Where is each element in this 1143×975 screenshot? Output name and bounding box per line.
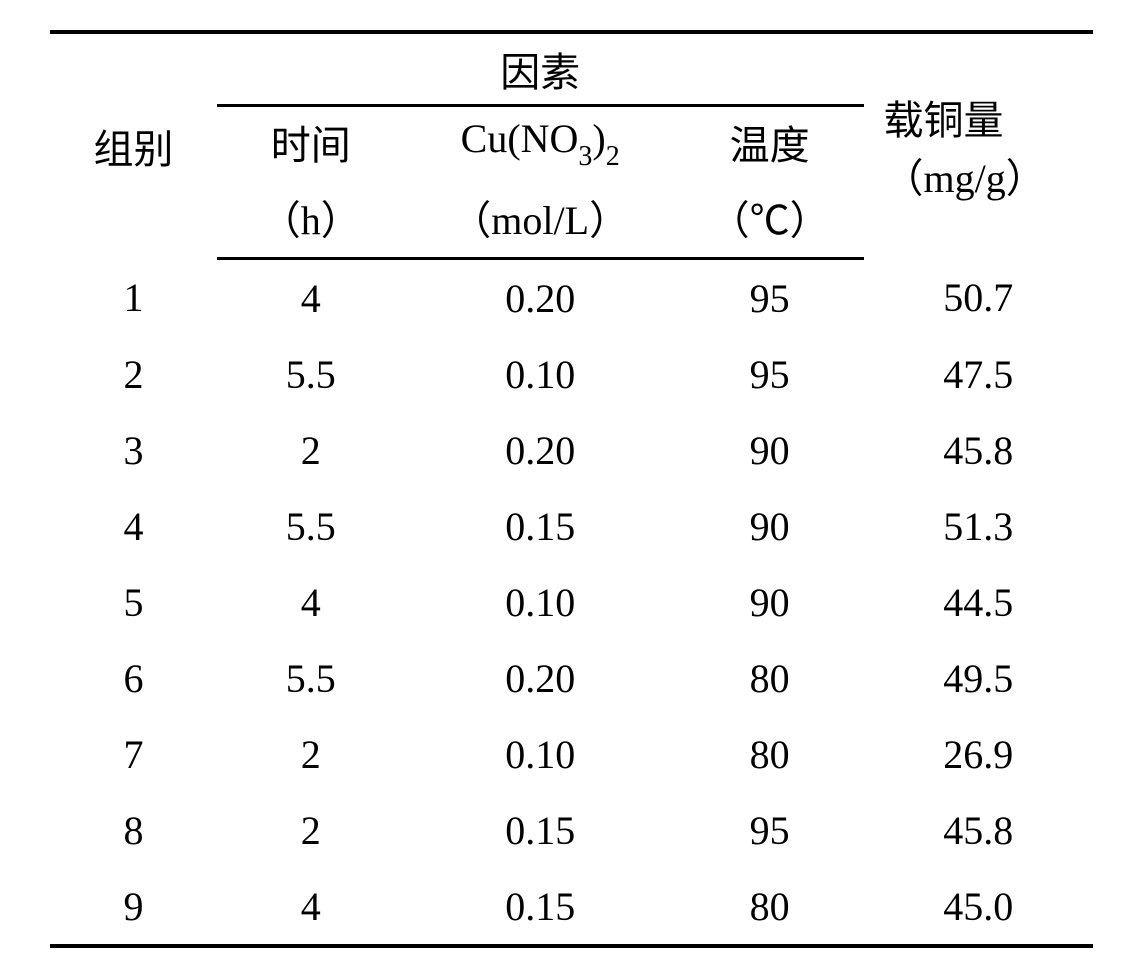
table-row: 1 4 0.20 95 50.7 xyxy=(50,259,1093,337)
cell-temp: 95 xyxy=(676,259,864,337)
cell-cu: 0.10 xyxy=(405,336,676,412)
cell-group: 7 xyxy=(50,716,217,792)
cell-load: 26.9 xyxy=(864,716,1093,792)
cell-load: 45.8 xyxy=(864,792,1093,868)
col-header-time: 时间 xyxy=(217,106,405,178)
load-label: 载铜量 xyxy=(884,88,1093,146)
col-header-temp: 温度 xyxy=(676,106,864,178)
table-row: 3 2 0.20 90 45.8 xyxy=(50,412,1093,488)
table-row: 9 4 0.15 80 45.0 xyxy=(50,868,1093,946)
cell-group: 2 xyxy=(50,336,217,412)
cell-time: 4 xyxy=(217,564,405,640)
cell-time: 2 xyxy=(217,412,405,488)
cell-cu: 0.20 xyxy=(405,412,676,488)
cell-temp: 90 xyxy=(676,488,864,564)
cell-group: 5 xyxy=(50,564,217,640)
col-header-group: 组别 xyxy=(50,32,217,259)
col-unit-cu: （mol/L） xyxy=(405,177,676,259)
cell-time: 5.5 xyxy=(217,640,405,716)
cell-load: 47.5 xyxy=(864,336,1093,412)
cell-load: 50.7 xyxy=(864,259,1093,337)
cell-temp: 80 xyxy=(676,716,864,792)
cell-cu: 0.20 xyxy=(405,259,676,337)
table-row: 7 2 0.10 80 26.9 xyxy=(50,716,1093,792)
cell-time: 4 xyxy=(217,868,405,946)
load-unit: （mg/g） xyxy=(884,146,1093,204)
cell-cu: 0.10 xyxy=(405,716,676,792)
cell-temp: 80 xyxy=(676,640,864,716)
cell-temp: 90 xyxy=(676,564,864,640)
cell-cu: 0.10 xyxy=(405,564,676,640)
cell-temp: 90 xyxy=(676,412,864,488)
col-header-load: 载铜量 （mg/g） xyxy=(864,32,1093,259)
cell-time: 2 xyxy=(217,716,405,792)
table-row: 5 4 0.10 90 44.5 xyxy=(50,564,1093,640)
cell-cu: 0.20 xyxy=(405,640,676,716)
table-row: 8 2 0.15 95 45.8 xyxy=(50,792,1093,868)
col-unit-temp: （℃） xyxy=(676,177,864,259)
cell-group: 9 xyxy=(50,868,217,946)
table-header-row-1: 组别 因素 载铜量 （mg/g） xyxy=(50,32,1093,106)
cell-time: 5.5 xyxy=(217,336,405,412)
page-container: 组别 因素 载铜量 （mg/g） 时间 Cu(NO3)2 温度 （h） （mol… xyxy=(0,0,1143,975)
cell-temp: 95 xyxy=(676,792,864,868)
cell-cu: 0.15 xyxy=(405,868,676,946)
data-table: 组别 因素 载铜量 （mg/g） 时间 Cu(NO3)2 温度 （h） （mol… xyxy=(50,30,1093,948)
cell-temp: 95 xyxy=(676,336,864,412)
cell-load: 45.8 xyxy=(864,412,1093,488)
table-row: 6 5.5 0.20 80 49.5 xyxy=(50,640,1093,716)
col-unit-time: （h） xyxy=(217,177,405,259)
col-header-cu: Cu(NO3)2 xyxy=(405,106,676,178)
cell-group: 4 xyxy=(50,488,217,564)
cell-load: 44.5 xyxy=(864,564,1093,640)
cell-load: 51.3 xyxy=(864,488,1093,564)
cell-time: 5.5 xyxy=(217,488,405,564)
cell-temp: 80 xyxy=(676,868,864,946)
cell-time: 4 xyxy=(217,259,405,337)
table-row: 4 5.5 0.15 90 51.3 xyxy=(50,488,1093,564)
cell-group: 1 xyxy=(50,259,217,337)
col-header-factors: 因素 xyxy=(217,32,864,106)
cell-load: 45.0 xyxy=(864,868,1093,946)
cu-formula: Cu(NO3)2 xyxy=(461,116,620,161)
cell-group: 6 xyxy=(50,640,217,716)
table-row: 2 5.5 0.10 95 47.5 xyxy=(50,336,1093,412)
cell-cu: 0.15 xyxy=(405,792,676,868)
cell-group: 3 xyxy=(50,412,217,488)
cell-group: 8 xyxy=(50,792,217,868)
cell-time: 2 xyxy=(217,792,405,868)
cell-cu: 0.15 xyxy=(405,488,676,564)
cell-load: 49.5 xyxy=(864,640,1093,716)
